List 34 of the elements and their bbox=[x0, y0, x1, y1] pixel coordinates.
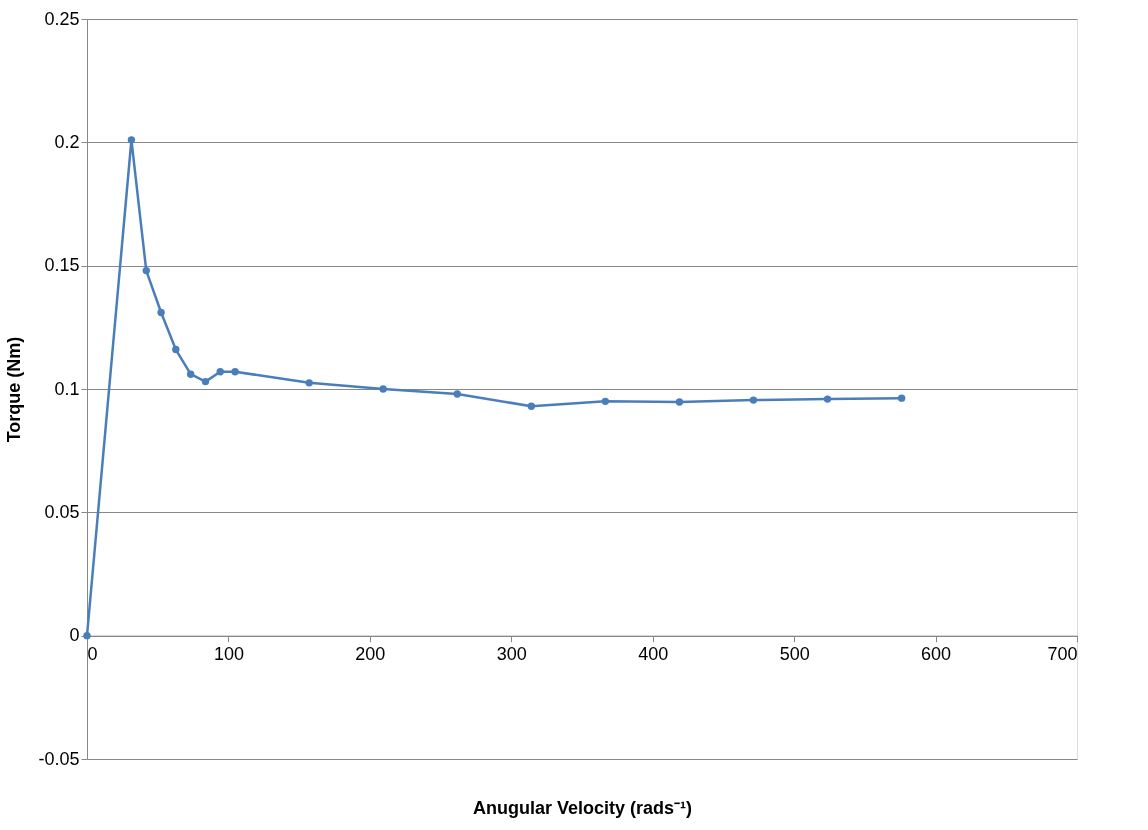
x-axis-title: Anugular Velocity (rads⁻¹) bbox=[472, 797, 693, 818]
point bbox=[201, 377, 210, 386]
point bbox=[231, 368, 239, 376]
point bbox=[527, 402, 536, 410]
x-tick-label: 100 bbox=[213, 644, 244, 665]
y-axis-title: Torque (Nm) bbox=[4, 336, 25, 443]
point bbox=[749, 396, 758, 404]
y-tick-label: -0.05 bbox=[38, 748, 80, 769]
x-tick-label: 300 bbox=[496, 644, 527, 665]
point bbox=[601, 397, 610, 406]
point bbox=[127, 136, 136, 144]
y-tick-label: 0 bbox=[69, 625, 80, 646]
y-tick-label: 0.1 bbox=[54, 378, 80, 399]
y-tick-label: 0.05 bbox=[44, 501, 80, 522]
point bbox=[142, 266, 150, 275]
y-tick-label: 0.25 bbox=[44, 8, 80, 29]
x-tick-label: 200 bbox=[355, 644, 386, 665]
point bbox=[675, 398, 684, 406]
y-tick-label: 0.15 bbox=[44, 255, 80, 276]
point bbox=[379, 385, 387, 393]
y-tick-label: 0.2 bbox=[54, 131, 80, 152]
point bbox=[216, 368, 224, 376]
x-tick-label: 400 bbox=[638, 644, 669, 665]
point bbox=[897, 394, 906, 402]
x-tick-label: 700 bbox=[1047, 644, 1078, 665]
point bbox=[157, 308, 165, 317]
point bbox=[823, 395, 832, 403]
point bbox=[186, 370, 195, 378]
point bbox=[172, 345, 180, 354]
x-tick-label: 0 bbox=[87, 644, 98, 665]
point bbox=[305, 379, 313, 387]
x-tick-label: 500 bbox=[779, 644, 810, 665]
x-tick-label: 600 bbox=[921, 644, 952, 665]
point bbox=[453, 390, 461, 398]
